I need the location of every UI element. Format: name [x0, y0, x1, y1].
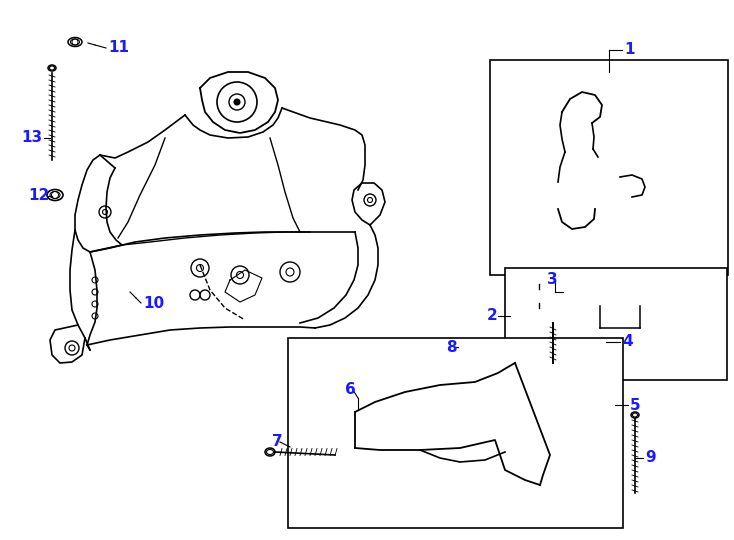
Bar: [490, 60, 728, 275]
Text: 7: 7: [272, 435, 283, 449]
Text: 1: 1: [624, 43, 634, 57]
Text: 4: 4: [622, 334, 633, 349]
Text: 3: 3: [547, 273, 558, 287]
Bar: [288, 338, 623, 528]
Text: 9: 9: [645, 450, 655, 465]
Text: 8: 8: [446, 340, 457, 354]
Text: 6: 6: [345, 382, 356, 397]
Text: 13: 13: [21, 131, 42, 145]
Bar: [505, 268, 727, 380]
Circle shape: [234, 99, 240, 105]
Text: 5: 5: [630, 397, 641, 413]
Text: 2: 2: [486, 308, 497, 323]
Text: 11: 11: [108, 40, 129, 56]
Text: 12: 12: [29, 188, 50, 204]
Text: 10: 10: [143, 295, 164, 310]
